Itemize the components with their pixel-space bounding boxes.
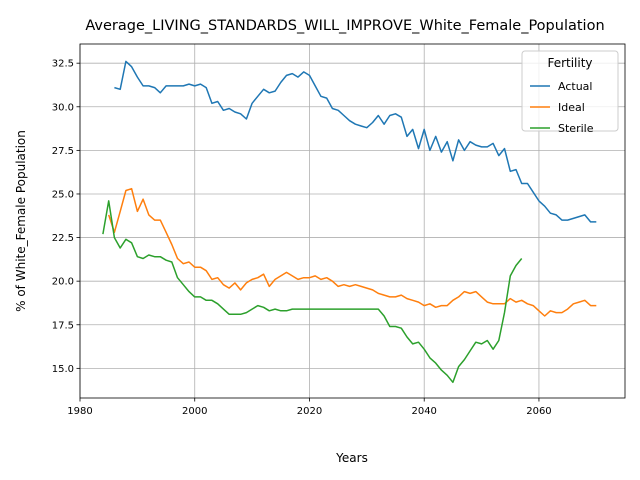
y-tick-label: 25.0	[52, 189, 74, 200]
legend-box	[521, 50, 619, 132]
x-tick-label: 2000	[182, 406, 207, 417]
y-tick-label: 22.5	[52, 233, 74, 244]
x-axis-ticks: 1980 2000 2020 2040 2060	[67, 398, 552, 417]
legend-label-ideal: Ideal	[558, 101, 585, 114]
series-lines	[102, 60, 597, 384]
x-axis-label: Years	[335, 451, 368, 465]
legend-label-actual: Actual	[558, 80, 592, 93]
legend-title: Fertility	[547, 56, 592, 70]
x-tick-label: 2040	[411, 406, 436, 417]
y-tick-label: 20.0	[52, 277, 74, 288]
y-tick-label: 32.5	[52, 59, 74, 70]
series-line-ideal	[107, 187, 597, 317]
x-tick-label: 1980	[67, 406, 92, 417]
y-axis-label: % of White_Female Population	[14, 130, 28, 312]
plot-frame	[79, 43, 626, 399]
series-line-sterile	[102, 200, 523, 384]
y-tick-label: 15.0	[52, 364, 74, 375]
y-tick-label: 17.5	[52, 320, 74, 331]
legend: Fertility Actual Ideal Sterile	[521, 50, 619, 135]
chart-title: Average_LIVING_STANDARDS_WILL_IMPROVE_Wh…	[85, 18, 604, 34]
y-tick-label: 30.0	[52, 102, 74, 113]
series-line-actual	[114, 60, 597, 223]
legend-label-sterile: Sterile	[558, 122, 594, 135]
x-tick-label: 2060	[526, 406, 551, 417]
y-tick-label: 27.5	[52, 146, 74, 157]
x-tick-label: 2020	[297, 406, 322, 417]
y-axis-ticks: 15.0 17.5 20.0 22.5 25.0 27.5 30.0 32.5	[52, 59, 80, 375]
